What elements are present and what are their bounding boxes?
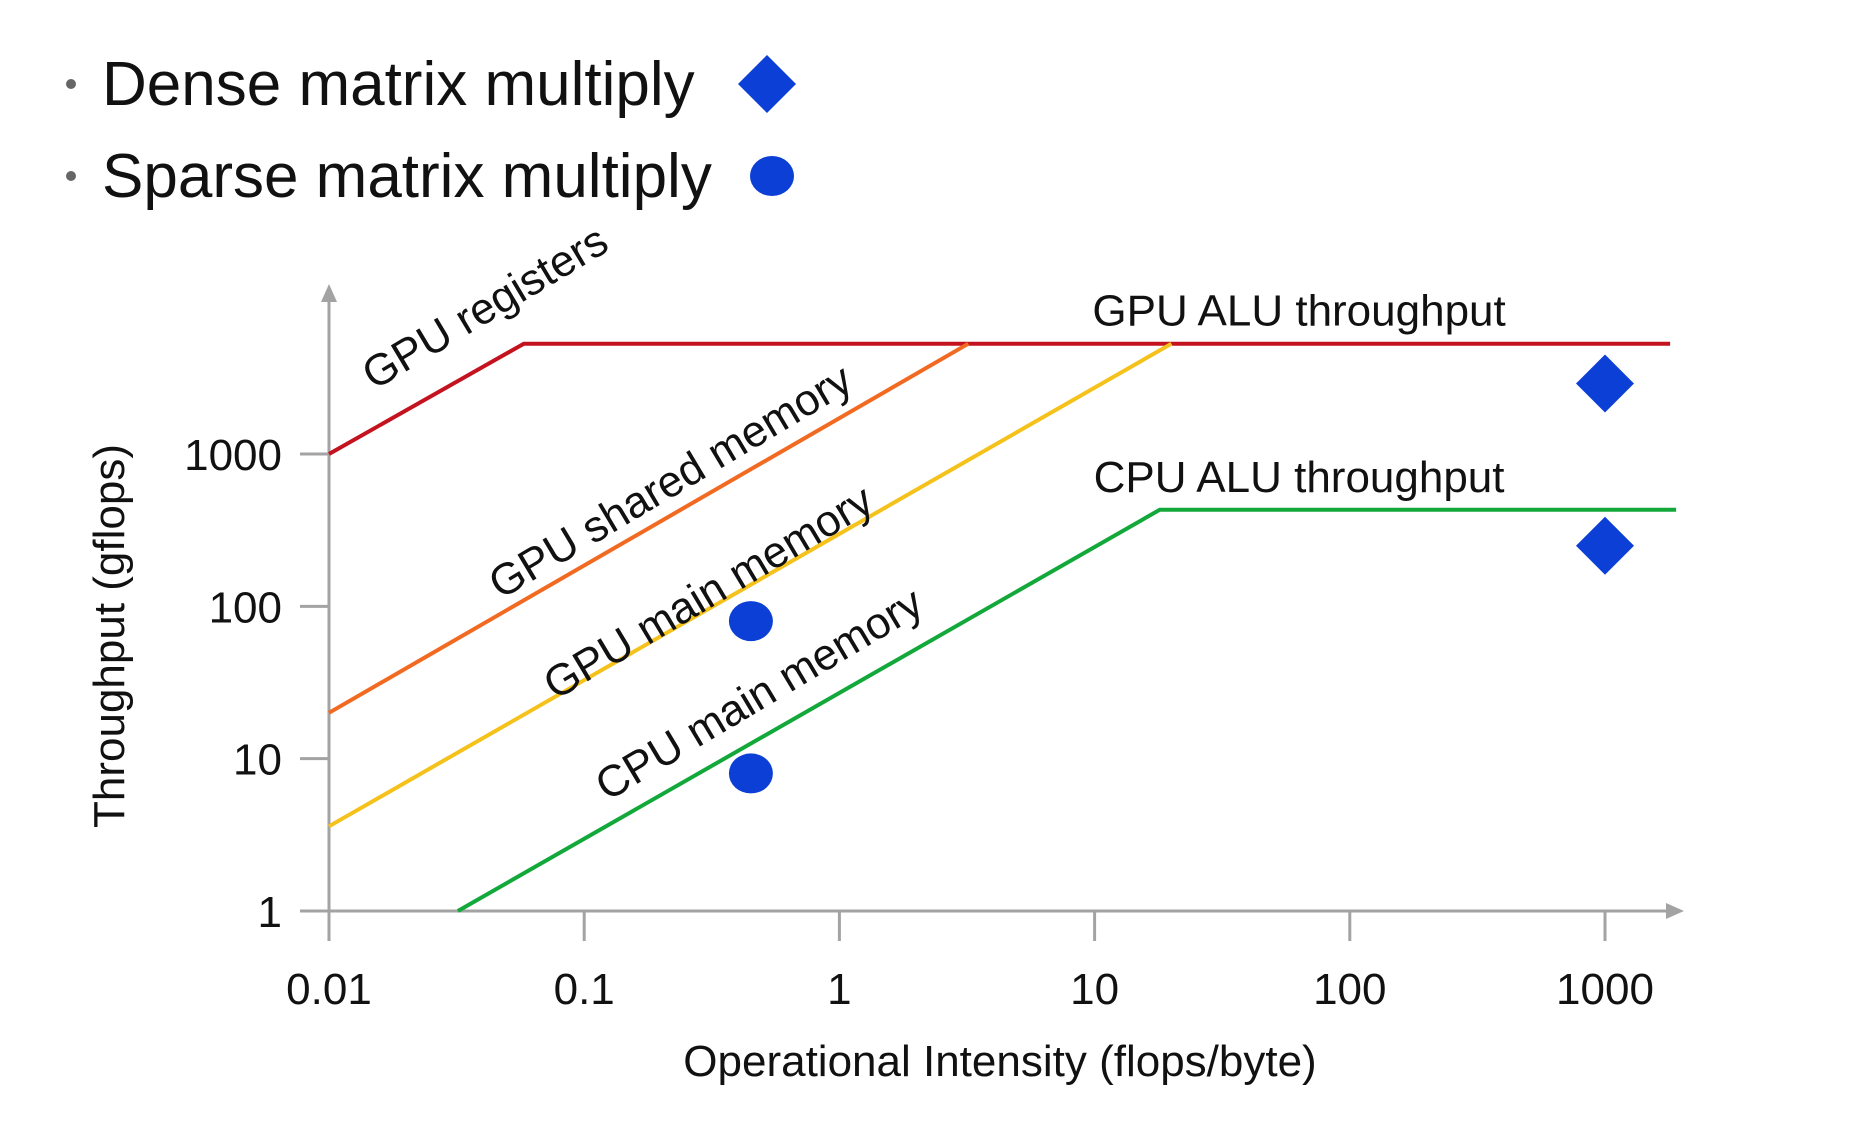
chart-series-lines [328,341,1677,913]
series-line-cpu-main-memory [456,507,1677,913]
y-axis-label: Throughput (gflops) [85,444,134,828]
chart-axes: 0.01 0.1 1 10 100 1000 1 10 100 1000 [184,284,1684,1014]
y-tick-label: 10 [233,736,282,785]
diamond-marker-icon [737,55,796,113]
sparse-point [728,601,773,642]
x-tick-label: 1 [827,965,851,1014]
series-line-gpu-main-memory [328,341,1173,829]
sparse-point [728,753,773,794]
legend-label-dense: Dense matrix multiply [102,49,695,119]
bullet-icon [66,79,76,89]
x-tick-label: 10 [1070,965,1119,1014]
legend-item-dense: Dense matrix multiply [66,38,812,130]
dense-point [1576,354,1634,413]
x-tick-label: 100 [1313,965,1386,1014]
ceiling-label-cpu-alu-throughput: CPU ALU throughput [1094,453,1505,502]
y-tick-label: 1000 [184,431,282,480]
x-axis-label: Operational Intensity (flops/byte) [683,1037,1316,1086]
y-tick-label: 1 [258,888,282,937]
series-line-gpu-registers [328,341,1671,456]
bullet-icon [66,171,76,181]
legend: Dense matrix multiply Sparse matrix mult… [66,38,812,222]
series-line-gpu-shared-memory [328,341,970,715]
circle-marker-icon [749,156,794,196]
slope-label-gpu-shared-memory: GPU shared memory [481,355,861,609]
slope-label-gpu-registers: GPU registers [354,216,616,400]
x-tick-label: 1000 [1556,965,1654,1014]
y-tick-label: 100 [209,583,282,632]
legend-item-sparse: Sparse matrix multiply [66,130,812,222]
chart-points [728,354,1634,794]
x-tick-label: 0.1 [554,965,615,1014]
x-tick-label: 0.01 [286,965,372,1014]
legend-label-sparse: Sparse matrix multiply [102,141,712,211]
x-axis-arrow-icon [1666,903,1684,919]
ceiling-label-gpu-alu-throughput: GPU ALU throughput [1092,287,1505,336]
y-axis-arrow-icon [321,284,337,302]
dense-point [1576,516,1634,575]
